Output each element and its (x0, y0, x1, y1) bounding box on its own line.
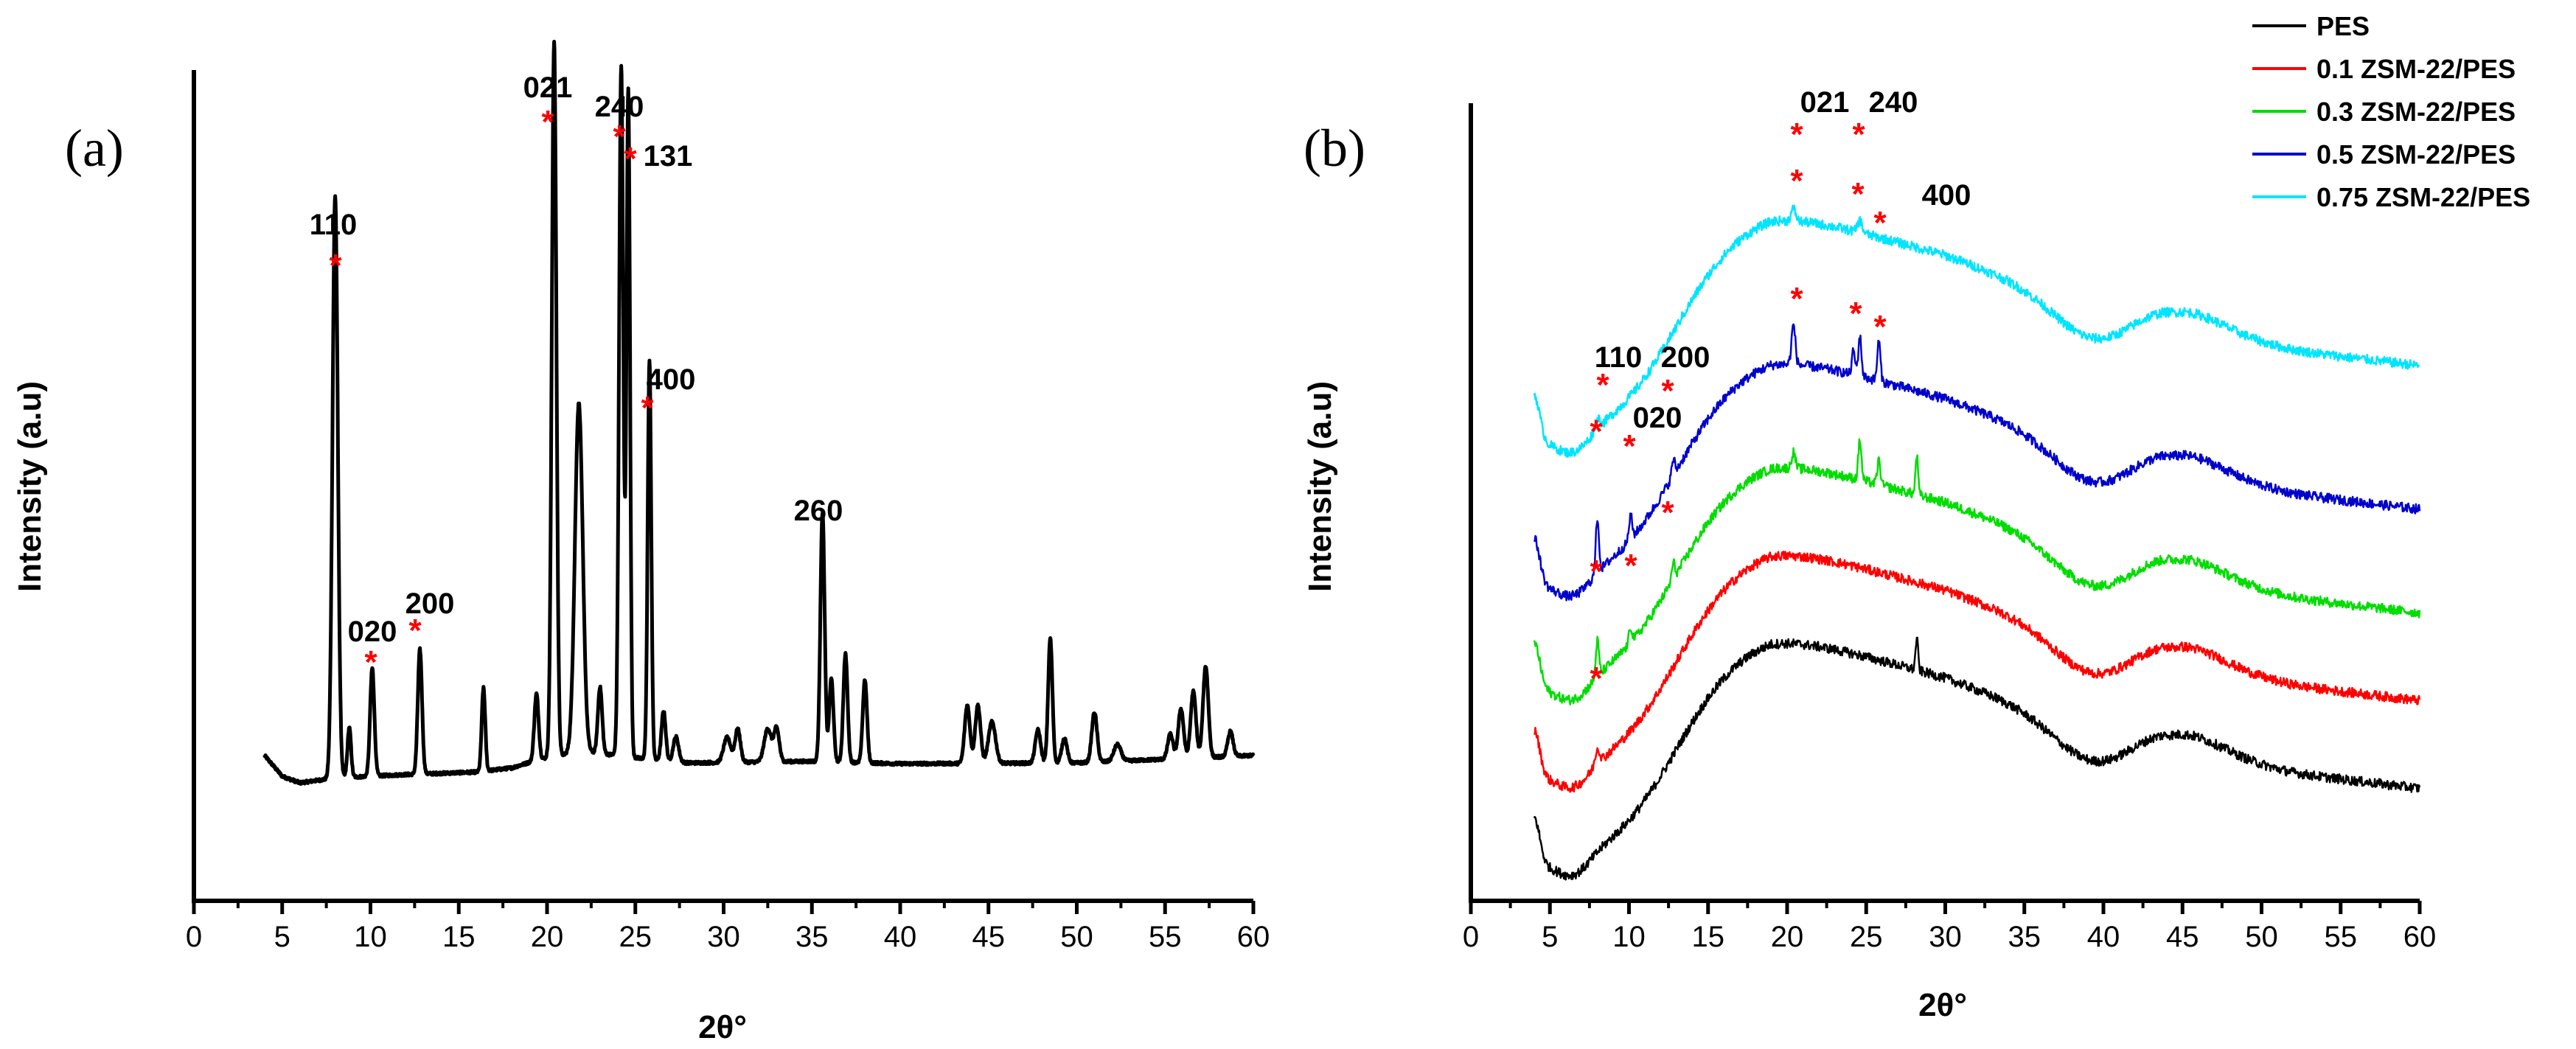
peak-label-110: 110 (1595, 341, 1643, 374)
x-tick-label-15: 15 (442, 921, 476, 953)
peak-star-red-110: * (1590, 661, 1603, 697)
peak-label-020: 020 (1633, 402, 1682, 434)
panel-a: (a) 0 5 10 15 20 25 30 35 40 45 50 55 60 Intensity (… (12, 40, 1270, 1045)
peak-star-green-110: * (1590, 554, 1603, 590)
peak-star-blue-400: * (1873, 205, 1887, 241)
peak-star-green-020: * (1624, 548, 1637, 584)
panel-b-x-ticks: 0 5 10 15 20 25 30 35 40 45 50 55 60 (1463, 901, 2436, 953)
peak-star-cyan-021: * (1790, 116, 1803, 153)
panel-b-series-pes (1533, 636, 2421, 881)
peak-label-021: 021 (1800, 86, 1850, 119)
peak-label-020: 020 (348, 616, 397, 648)
x-tick-label-50: 50 (1060, 921, 1093, 953)
peak-label-200: 200 (1661, 341, 1710, 374)
peak-star-cyan-240: * (1852, 116, 1865, 153)
x-tick-label-60: 60 (1237, 921, 1270, 953)
peak-star-green-400: * (1873, 309, 1887, 345)
panel-a-series-zsm22 (262, 40, 1256, 786)
peak-label-200: 200 (405, 588, 455, 620)
peak-star-020: * (364, 644, 377, 680)
x-tick-label-55: 55 (1149, 921, 1182, 953)
panel-b-annotations: 021 240 400 110 200 020 * * * * * * * * … (1590, 86, 1971, 697)
panel-b-series-group (1533, 204, 2421, 881)
panel-a-x-ticks: 0 5 10 15 20 25 30 35 40 45 50 55 60 (186, 901, 1270, 953)
panel-b-x-title: 2θ° (1918, 987, 1967, 1023)
peak-star-cyan-200: * (1661, 373, 1674, 409)
x-tick-label-0: 0 (1463, 921, 1479, 953)
x-tick-label-45: 45 (972, 921, 1006, 953)
panel-b-series-0-5-zsm-22-pes (1533, 323, 2421, 602)
panel-a-annotations: 110 020 200 021 240 131 400 260 * * * * … (310, 72, 843, 680)
x-tick-label-15: 15 (1692, 921, 1725, 953)
x-tick-label-55: 55 (2325, 921, 2358, 953)
x-tick-label-30: 30 (707, 921, 740, 953)
legend-label-4: 0.75 ZSM-22/PES (2316, 182, 2530, 212)
peak-star-021: * (541, 104, 554, 140)
legend: PES 0.1 ZSM-22/PES 0.3 ZSM-22/PES 0.5 ZSM-2… (2252, 11, 2530, 212)
x-tick-label-10: 10 (1612, 921, 1646, 953)
peak-star-240: * (613, 119, 626, 155)
peak-star-green-240: * (1849, 296, 1862, 332)
peak-star-blue-021: * (1790, 163, 1803, 199)
panel-b-series-0-3-zsm-22-pes (1533, 438, 2421, 705)
x-tick-label-10: 10 (354, 921, 387, 953)
x-tick-label-40: 40 (2087, 921, 2120, 953)
panel-a-y-title: Intensity (a.u) (12, 381, 48, 592)
panel-b-series-0-1-zsm-22-pes (1533, 551, 2421, 793)
legend-label-1: 0.1 ZSM-22/PES (2316, 54, 2516, 84)
panel-b-label: (b) (1303, 119, 1365, 178)
panel-b-series-0-75-zsm-22-pes (1533, 204, 2420, 458)
panel-b-y-title: Intensity (a.u) (1302, 381, 1338, 592)
x-tick-label-35: 35 (2008, 921, 2041, 953)
x-tick-label-25: 25 (1850, 921, 1883, 953)
legend-label-2: 0.3 ZSM-22/PES (2316, 97, 2516, 127)
peak-label-400: 400 (1922, 179, 1971, 212)
peak-star-cyan-110: * (1596, 367, 1609, 403)
peak-star-green-021: * (1790, 281, 1803, 317)
peak-label-400: 400 (647, 363, 696, 396)
peak-star-131: * (624, 141, 637, 177)
panel-b: (b) 0 5 10 15 20 25 30 35 40 45 50 55 60 Intensity (… (1302, 11, 2530, 1023)
legend-label-0: PES (2316, 11, 2370, 41)
peak-star-blue-110: * (1590, 414, 1603, 450)
x-tick-label-25: 25 (619, 921, 652, 953)
panel-a-label: (a) (65, 119, 124, 178)
peak-label-021: 021 (523, 72, 573, 104)
x-tick-label-5: 5 (274, 921, 290, 953)
peak-star-green-200: * (1661, 495, 1674, 531)
peak-label-240: 240 (595, 91, 644, 123)
peak-label-240: 240 (1869, 86, 1918, 119)
panel-a-x-title: 2θ° (698, 1009, 747, 1045)
peak-star-200: * (408, 613, 422, 649)
x-tick-label-20: 20 (1771, 921, 1804, 953)
x-tick-label-35: 35 (796, 921, 829, 953)
x-tick-label-0: 0 (186, 921, 202, 953)
peak-label-131: 131 (644, 140, 693, 172)
peak-label-110: 110 (310, 209, 358, 241)
peak-star-blue-020: * (1623, 428, 1636, 464)
peak-label-260: 260 (794, 495, 843, 527)
x-tick-label-40: 40 (884, 921, 917, 953)
x-tick-label-5: 5 (1542, 921, 1558, 953)
x-tick-label-45: 45 (2166, 921, 2199, 953)
peak-star-400: * (641, 390, 654, 426)
x-tick-label-20: 20 (531, 921, 564, 953)
legend-label-3: 0.5 ZSM-22/PES (2316, 139, 2516, 170)
x-tick-label-60: 60 (2403, 921, 2437, 953)
x-tick-label-30: 30 (1929, 921, 1962, 953)
peak-star-110: * (329, 248, 342, 284)
x-tick-label-50: 50 (2245, 921, 2278, 953)
peak-star-blue-240: * (1851, 176, 1865, 212)
